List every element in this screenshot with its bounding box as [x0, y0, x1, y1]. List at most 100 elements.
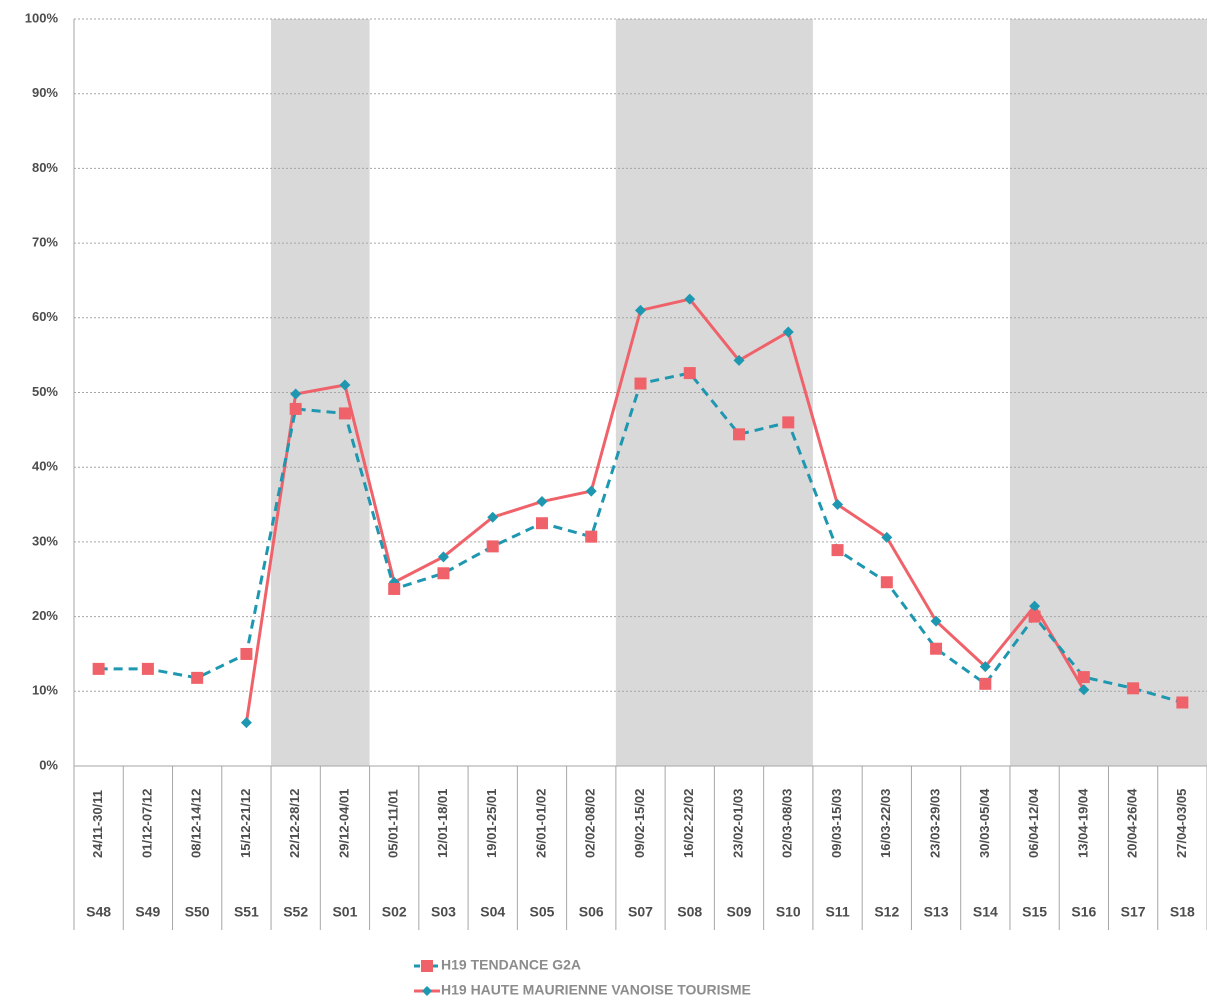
- data-point: [733, 428, 746, 441]
- week-label: S03: [431, 904, 456, 920]
- data-point: [585, 530, 598, 543]
- legend-label: H19 HAUTE MAURIENNE VANOISE TOURISME: [441, 982, 751, 998]
- data-point: [1077, 671, 1090, 684]
- data-point: [635, 304, 646, 316]
- y-tick-label: 90%: [32, 85, 58, 100]
- data-point: [979, 661, 991, 673]
- week-label: S51: [234, 904, 259, 920]
- data-point: [634, 377, 647, 390]
- week-label: S18: [1170, 904, 1195, 920]
- x-tick-label: 12/01-18/01: [435, 789, 450, 858]
- data-point: [782, 416, 795, 429]
- data-point: [338, 407, 351, 420]
- data-point: [240, 717, 252, 729]
- week-label: S06: [579, 904, 604, 920]
- y-tick-label: 10%: [32, 683, 58, 698]
- data-point: [733, 354, 745, 366]
- week-label: S04: [480, 904, 505, 920]
- data-point: [437, 567, 450, 580]
- data-point: [141, 662, 154, 675]
- y-tick-label: 0%: [39, 757, 58, 772]
- y-tick-label: 40%: [32, 459, 58, 474]
- x-tick-label: 26/01-01/02: [533, 789, 548, 858]
- week-label: S07: [628, 904, 653, 920]
- week-label: S08: [677, 904, 702, 920]
- x-tick-label: 20/04-26/04: [1125, 788, 1140, 858]
- week-label: S02: [382, 904, 407, 920]
- y-tick-label: 60%: [32, 309, 58, 324]
- data-point: [339, 379, 351, 391]
- week-label: S12: [874, 904, 899, 920]
- data-point: [684, 293, 696, 305]
- week-label: S11: [825, 904, 849, 920]
- x-tick-label: 09/02-15/02: [632, 789, 647, 858]
- data-point: [290, 388, 302, 400]
- y-tick-label: 70%: [32, 235, 58, 250]
- week-label: S15: [1022, 904, 1047, 920]
- data-point: [881, 531, 893, 543]
- data-point: [1176, 696, 1189, 709]
- week-label: S50: [185, 904, 210, 920]
- data-point: [191, 671, 204, 684]
- x-tick-label: 27/04-03/05: [1174, 789, 1189, 858]
- x-tick-label: 23/03-29/03: [928, 789, 943, 858]
- x-tick-label: 02/03-08/03: [780, 789, 795, 858]
- week-label: S10: [776, 904, 801, 920]
- y-tick-label: 50%: [32, 384, 58, 399]
- x-tick-label: 08/12-14/12: [189, 789, 204, 858]
- week-label: S05: [530, 904, 555, 920]
- week-label: S13: [924, 904, 949, 920]
- legend-label: H19 TENDANCE G2A: [441, 957, 581, 973]
- x-tick-label: 15/12-21/12: [238, 789, 253, 858]
- data-point: [1078, 684, 1090, 696]
- data-point: [930, 642, 943, 655]
- data-point: [486, 540, 499, 553]
- data-point: [437, 551, 449, 563]
- data-point: [683, 367, 696, 380]
- data-point: [782, 326, 794, 338]
- data-point: [240, 647, 253, 660]
- x-tick-label: 30/03-05/04: [977, 788, 992, 858]
- x-tick-label: 16/03-22/03: [878, 789, 893, 858]
- data-point: [1028, 610, 1041, 623]
- data-point: [930, 615, 942, 627]
- x-tick-label: 24/11-30/11: [90, 790, 105, 858]
- data-point: [585, 485, 597, 497]
- x-tick-label: 01/12-07/12: [139, 789, 154, 858]
- legend-marker: [422, 986, 432, 996]
- x-tick-label: 23/02-01/03: [730, 789, 745, 858]
- week-label: S52: [283, 904, 308, 920]
- week-label: S49: [135, 904, 160, 920]
- week-label: S09: [727, 904, 752, 920]
- data-point: [289, 402, 302, 415]
- x-tick-label: 02/02-08/02: [583, 789, 598, 858]
- legend: H19 TENDANCE G2A H19 HAUTE MAURIENNE VANO…: [414, 957, 751, 998]
- week-label: S48: [86, 904, 111, 920]
- data-point: [979, 677, 992, 690]
- y-tick-label: 80%: [32, 160, 58, 175]
- y-tick-label: 30%: [32, 533, 58, 548]
- data-point: [832, 499, 844, 511]
- data-point: [92, 662, 105, 675]
- x-tick-label: 13/04-19/04: [1075, 788, 1090, 858]
- x-tick-label: 09/03-15/03: [829, 789, 844, 858]
- x-tick-label: 22/12-28/12: [287, 789, 302, 858]
- x-tick-label: 16/02-22/02: [681, 789, 696, 858]
- y-tick-label: 20%: [32, 608, 58, 623]
- x-tick-label: 19/01-25/01: [484, 789, 499, 858]
- week-label: S14: [973, 904, 998, 920]
- data-point: [536, 496, 548, 508]
- data-point: [388, 582, 401, 595]
- x-tick-label: 06/04-12/04: [1026, 788, 1041, 858]
- week-label: S16: [1071, 904, 1096, 920]
- data-point: [1127, 682, 1140, 695]
- week-label: S17: [1121, 904, 1146, 920]
- y-tick-label: 100%: [25, 10, 59, 25]
- data-point: [1029, 600, 1041, 612]
- data-point: [831, 544, 844, 557]
- series-line: [244, 297, 1086, 723]
- data-point: [487, 511, 499, 523]
- week-label: S01: [332, 904, 357, 920]
- data-point: [880, 576, 893, 589]
- x-tick-label: 05/01-11/01: [386, 789, 401, 858]
